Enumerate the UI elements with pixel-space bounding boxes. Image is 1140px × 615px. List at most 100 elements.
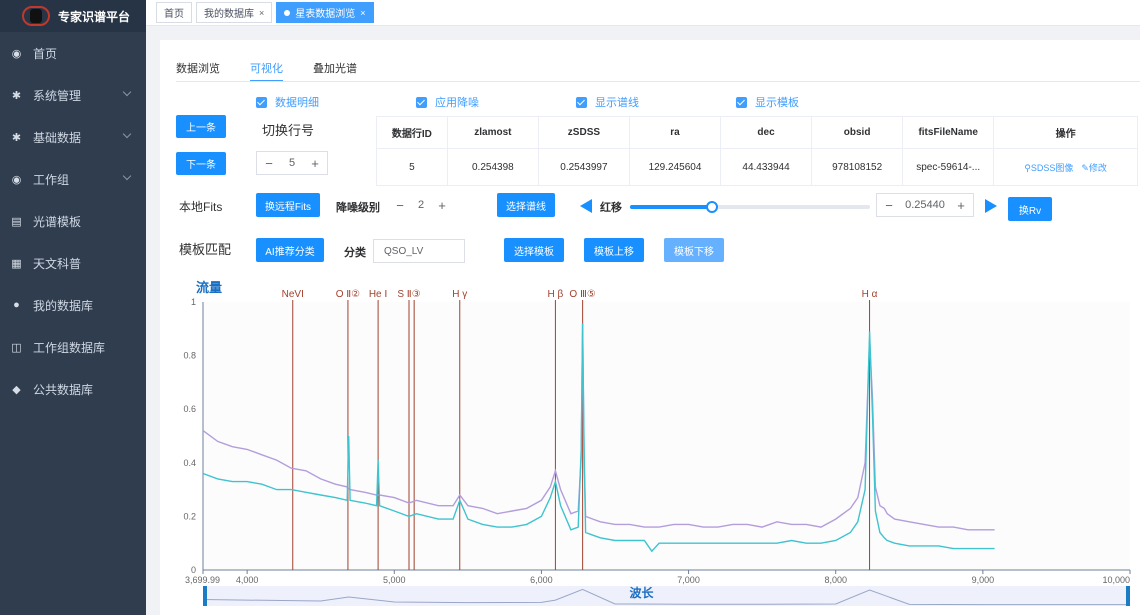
sidebar-item-3[interactable]: ◉ 工作组 xyxy=(0,158,146,200)
sidebar-item-5[interactable]: ▦ 天文科普 xyxy=(0,242,146,284)
chart-icon: ▤ xyxy=(11,215,22,228)
plus-button[interactable]: + xyxy=(311,155,319,171)
class-label: 分类 xyxy=(344,247,366,259)
sidebar-item-label: 公共数据库 xyxy=(33,382,94,397)
column-header: 操作 xyxy=(993,115,1138,150)
select-lines-button[interactable]: 选择谱线 xyxy=(497,193,555,217)
column-header: fitsFileName xyxy=(902,115,995,150)
x-tick-label: 4,000 xyxy=(236,575,259,585)
template-down-button[interactable]: 模板下移 xyxy=(664,238,724,262)
redshift-decrease-icon[interactable] xyxy=(580,199,592,213)
column-header: 数据行ID xyxy=(376,115,448,150)
user-icon: ● xyxy=(13,299,20,311)
sidebar-item-label: 天文科普 xyxy=(33,256,82,271)
denoise-level-stepper[interactable]: − 2 + xyxy=(388,193,454,217)
sidebar-item-1[interactable]: ✱ 系统管理 xyxy=(0,74,146,116)
prev-button[interactable]: 上一条 xyxy=(176,115,226,138)
chevron-down-icon xyxy=(122,87,132,97)
close-icon[interactable]: × xyxy=(259,7,265,18)
sidebar-item-2[interactable]: ✱ 基础数据 xyxy=(0,116,146,158)
redshift-input[interactable]: 0.25440 xyxy=(905,199,945,211)
sidebar-item-label: 工作组数据库 xyxy=(33,340,106,355)
sub-tabs-divider xyxy=(176,81,1140,82)
switch-row-label: 切换行号 xyxy=(262,123,315,138)
link-label: 修改 xyxy=(1088,162,1107,173)
minus-button[interactable]: − xyxy=(396,197,404,213)
sidebar-item-label: 我的数据库 xyxy=(33,298,94,313)
close-icon[interactable]: × xyxy=(360,7,366,18)
checkbox-icon xyxy=(576,96,587,108)
checkbox-label: 数据明细 xyxy=(275,97,319,109)
spectral-line-label: H β xyxy=(548,289,564,300)
table-cell: 0.2543997 xyxy=(538,148,630,186)
class-input[interactable]: QSO_LV xyxy=(373,239,465,263)
gear-icon: ✱ xyxy=(11,131,22,144)
tab-2[interactable]: 星表数据浏览 × xyxy=(276,2,374,23)
tabs-bar: 首页 我的数据库 × 星表数据浏览 × xyxy=(146,0,1140,26)
sidebar-item-0[interactable]: ◉ 首页 xyxy=(0,32,146,74)
column-header: dec xyxy=(720,115,813,150)
sub-tabs: 数据浏览 可视化 叠加光谱 xyxy=(176,60,357,82)
y-tick-label: 0.2 xyxy=(183,511,196,521)
x-tick-label: 5,000 xyxy=(383,575,406,585)
show-lines-checkbox[interactable]: 显示谱线 xyxy=(576,94,639,110)
data-table: 数据行ID zlamost zSDSS ra dec obsid fitsFileName 操… xyxy=(376,115,1138,186)
active-dot-icon xyxy=(284,9,291,16)
template-up-button[interactable]: 模板上移 xyxy=(584,238,644,262)
tab-0[interactable]: 首页 xyxy=(156,2,192,23)
sidebar-item-4[interactable]: ▤ 光谱模板 xyxy=(0,200,146,242)
tab-1[interactable]: 我的数据库 × xyxy=(196,2,273,23)
select-template-button[interactable]: 选择模板 xyxy=(504,238,564,262)
chevron-down-icon xyxy=(122,171,132,181)
show-template-checkbox[interactable]: 显示模板 xyxy=(736,94,799,110)
apply-denoise-checkbox[interactable]: 应用降噪 xyxy=(416,94,479,110)
row-number-input[interactable]: 5 xyxy=(288,157,296,169)
minus-button[interactable]: − xyxy=(885,197,893,213)
redshift-increase-icon[interactable] xyxy=(985,199,997,213)
database-icon: ◫ xyxy=(11,341,22,354)
tab-visualize[interactable]: 可视化 xyxy=(250,60,283,82)
plus-button[interactable]: + xyxy=(438,197,446,213)
row-stepper[interactable]: − 5 + xyxy=(256,151,328,175)
sidebar-item-8[interactable]: ◆ 公共数据库 xyxy=(0,368,146,410)
denoise-level-label: 降噪级别 xyxy=(336,202,380,214)
app-logo xyxy=(22,4,52,28)
denoise-level-input[interactable]: 2 xyxy=(417,199,425,211)
redshift-stepper[interactable]: − 0.25440 + xyxy=(876,193,974,217)
plus-button[interactable]: + xyxy=(957,197,965,213)
checkbox-label: 显示模板 xyxy=(755,97,799,109)
spectral-line-label: H γ xyxy=(452,289,467,300)
table-cell: spec-59614-... xyxy=(902,148,995,186)
sidebar-item-label: 基础数据 xyxy=(33,130,82,145)
tab-overlay-spectra[interactable]: 叠加光谱 xyxy=(313,63,357,75)
slider-handle[interactable] xyxy=(705,201,718,213)
y-tick-label: 0 xyxy=(191,565,196,575)
tab-label: 首页 xyxy=(164,9,184,20)
change-rv-button[interactable]: 换Rv xyxy=(1008,197,1052,221)
redshift-slider[interactable] xyxy=(630,201,870,213)
ai-classify-button[interactable]: AI推荐分类 xyxy=(256,238,324,262)
tab-data-browse[interactable]: 数据浏览 xyxy=(176,63,220,75)
y-tick-label: 0.6 xyxy=(183,404,196,414)
local-fits-label: 本地Fits xyxy=(179,200,223,214)
edit-link[interactable]: ✎修改 xyxy=(1081,163,1107,173)
checkbox-label: 显示谱线 xyxy=(595,97,639,109)
sidebar-item-7[interactable]: ◫ 工作组数据库 xyxy=(0,326,146,368)
x-tick-label: 9,000 xyxy=(972,575,995,585)
spectrum-chart[interactable]: 流量 0 0.2 0.4 0.6 0.8 1 3,699.99 4,000 5,000 6,000 7… xyxy=(160,280,1140,615)
minimap-handle-left xyxy=(203,586,207,606)
sdss-image-link[interactable]: ⚲SDSS图像 xyxy=(1024,163,1073,173)
x-tick-label: 3,699.99 xyxy=(185,575,220,585)
location-icon: ⚲ xyxy=(1024,162,1031,173)
sidebar-item-6[interactable]: ● 我的数据库 xyxy=(0,284,146,326)
minus-button[interactable]: − xyxy=(265,155,273,171)
column-header: ra xyxy=(629,115,722,150)
tab-label: 星表数据浏览 xyxy=(295,9,356,20)
data-detail-checkbox[interactable]: 数据明细 xyxy=(256,94,319,110)
remote-fits-button[interactable]: 换远程Fits xyxy=(256,193,320,217)
actions-cell: ⚲SDSS图像 ✎修改 xyxy=(993,148,1138,186)
next-button[interactable]: 下一条 xyxy=(176,152,226,175)
checkbox-icon xyxy=(736,96,747,108)
table-cell: 44.433944 xyxy=(720,148,813,186)
gear-icon: ✱ xyxy=(11,89,22,102)
